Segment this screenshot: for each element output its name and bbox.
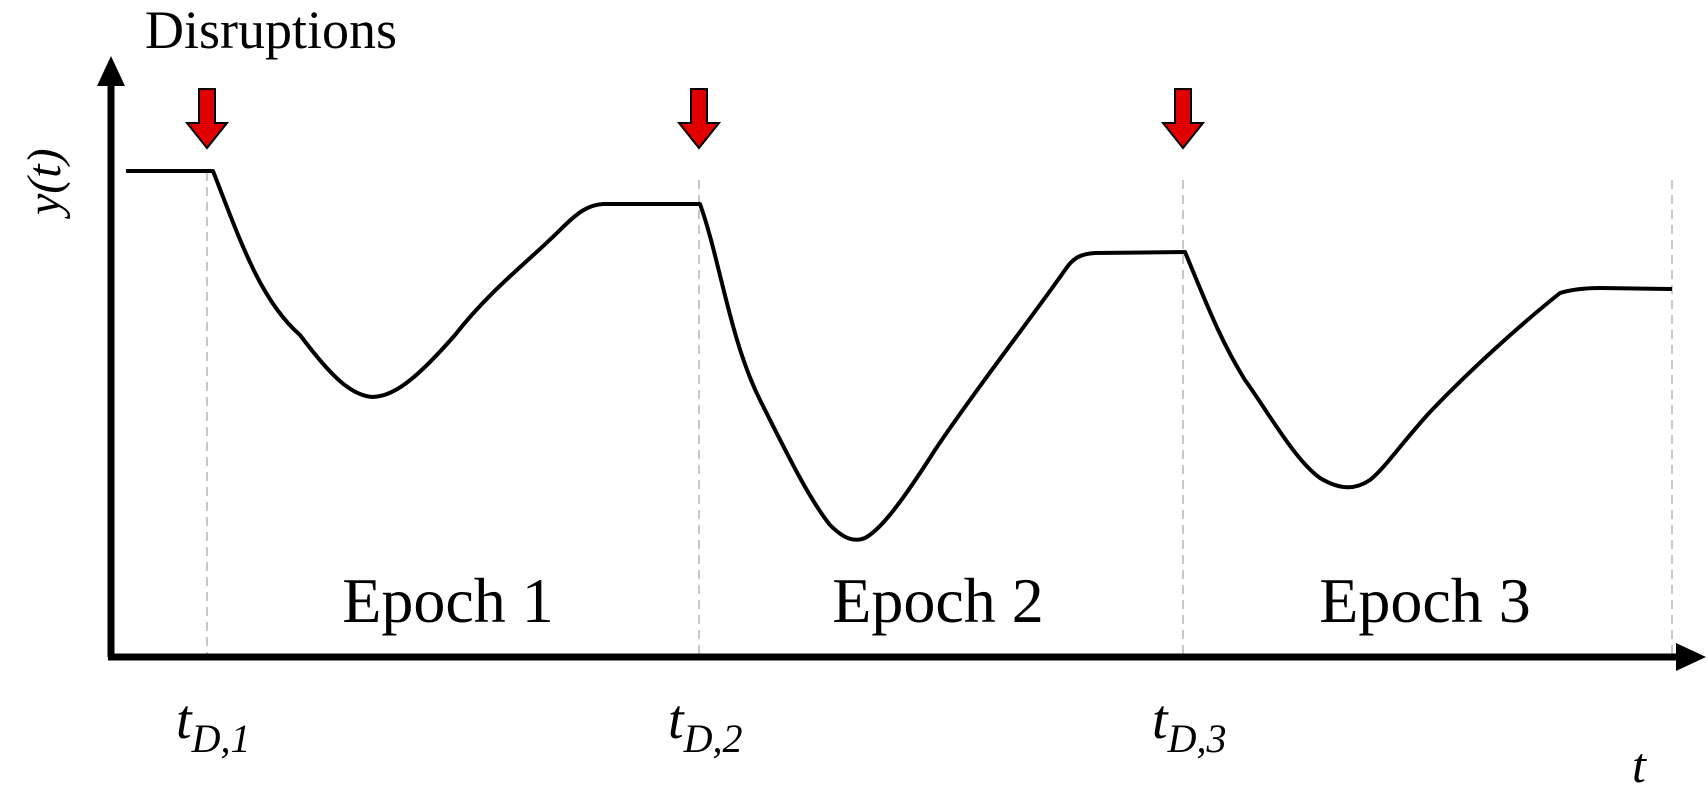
disruption-time-label-3: tD,3 (1152, 689, 1226, 761)
y-axis-label: y(t) (18, 148, 71, 220)
epoch-label-1: Epoch 1 (342, 565, 554, 636)
disruption-arrow-3-icon (1160, 88, 1206, 150)
disruption-arrow-1-icon (184, 88, 230, 150)
x-axis-label: t (1632, 737, 1647, 790)
epoch-label-3: Epoch 3 (1319, 565, 1531, 636)
x-axis-arrow-icon (1676, 643, 1706, 671)
disruptions-label: Disruptions (145, 0, 397, 60)
axes (97, 56, 1706, 671)
epoch-dividers (206, 172, 1673, 656)
disruption-time-label-2: tD,2 (668, 689, 742, 761)
y-axis-arrow-icon (97, 56, 125, 86)
performance-curve (126, 169, 1673, 542)
epoch-label-2: Epoch 2 (832, 565, 1044, 636)
disruption-time-label-1: tD,1 (176, 689, 250, 761)
disruption-arrow-2-icon (676, 88, 722, 150)
disruption-arrows (184, 88, 1206, 150)
